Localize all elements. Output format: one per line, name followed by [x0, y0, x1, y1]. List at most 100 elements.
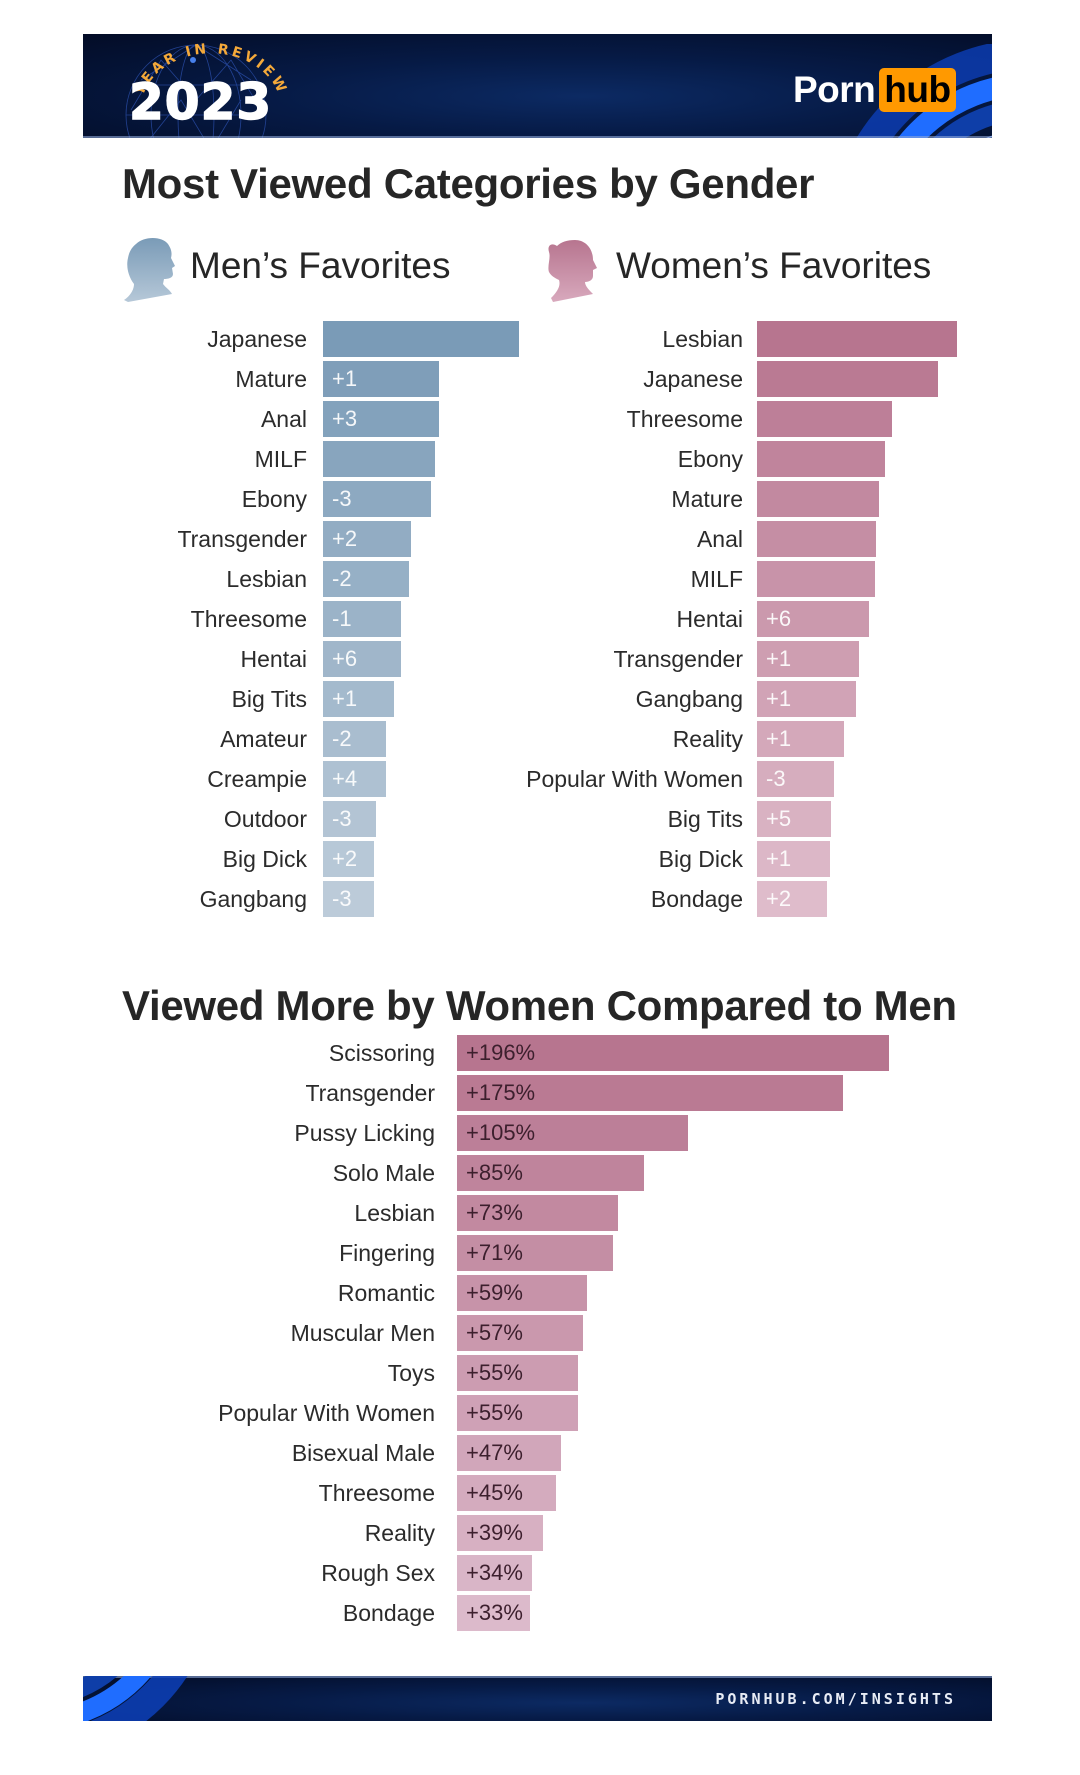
rank-change-badge: -3	[332, 806, 352, 831]
category-label: Rough Sex	[321, 1560, 435, 1586]
bar: -3	[757, 761, 834, 797]
category-label: Anal	[696, 526, 743, 552]
data-label: +59%	[466, 1280, 523, 1305]
category-label: Popular With Women	[526, 766, 743, 792]
year-label: 2023	[128, 72, 273, 132]
category-label: Big Tits	[667, 806, 743, 832]
category-label: Pussy Licking	[294, 1120, 435, 1146]
women-favorites-heading: Women’s Favorites	[616, 245, 932, 286]
category-label: Gangbang	[635, 686, 743, 712]
female-head-icon	[548, 240, 597, 302]
category-label: MILF	[690, 566, 743, 592]
category-label: Ebony	[241, 486, 307, 512]
logo-text-right: hub	[879, 68, 956, 112]
category-label: MILF	[254, 446, 307, 472]
bar: -2	[323, 721, 386, 757]
bar: +1	[323, 681, 394, 717]
section-title-women-vs-men: Viewed More by Women Compared to Men	[122, 982, 957, 1029]
category-label: Mature	[235, 366, 307, 392]
globe-icon	[125, 44, 267, 138]
bar	[757, 321, 957, 357]
year-in-review-arc: YEAR IN REVIEW	[131, 41, 287, 98]
bar: +33%	[457, 1595, 530, 1631]
bar: +34%	[457, 1555, 532, 1591]
category-label: Threesome	[190, 606, 307, 632]
category-label: Japanese	[207, 326, 307, 352]
insights-url[interactable]: PORNHUB.COM/INSIGHTS	[715, 1690, 956, 1708]
category-label: Ebony	[677, 446, 743, 472]
bar: -2	[323, 561, 409, 597]
bar: +6	[323, 641, 401, 677]
rank-change-badge: +1	[766, 646, 792, 671]
rank-change-badge: +6	[766, 606, 792, 631]
category-label: Big Tits	[231, 686, 307, 712]
rank-change-badge: +2	[766, 886, 792, 911]
rank-change-badge: -2	[332, 726, 352, 751]
category-label: Outdoor	[223, 806, 307, 832]
bar: +5	[757, 801, 831, 837]
category-label: Transgender	[613, 646, 743, 672]
bar: -1	[323, 601, 401, 637]
category-label: Big Dick	[658, 846, 743, 872]
bar: +57%	[457, 1315, 583, 1351]
bar: +2	[323, 841, 374, 877]
rank-change-badge: -3	[332, 886, 352, 911]
data-label: +196%	[466, 1040, 536, 1065]
bar: +175%	[457, 1075, 843, 1111]
category-label: Big Dick	[222, 846, 307, 872]
rank-change-badge: +1	[766, 846, 792, 871]
category-label: Romantic	[337, 1280, 435, 1306]
header-banner: YEAR IN REVIEW 2023 Porn hub	[83, 34, 992, 138]
bar: +55%	[457, 1395, 578, 1431]
bar	[757, 441, 885, 477]
bar: +1	[757, 641, 859, 677]
logo-text-left: Porn	[793, 69, 876, 110]
bar	[323, 321, 519, 357]
data-label: +85%	[466, 1160, 523, 1185]
bar: +1	[323, 361, 439, 397]
bar	[757, 481, 879, 517]
category-label: Bondage	[650, 886, 743, 912]
rank-change-badge: -1	[332, 606, 352, 631]
bar: +2	[323, 521, 411, 557]
bar	[323, 441, 435, 477]
bar: +3	[323, 401, 439, 437]
category-label: Reality	[672, 726, 743, 752]
category-label: Toys	[387, 1360, 435, 1386]
category-label: Lesbian	[226, 566, 307, 592]
bar	[757, 521, 876, 557]
data-label: +34%	[466, 1560, 523, 1585]
bar: -3	[323, 481, 431, 517]
data-label: +57%	[466, 1320, 523, 1345]
category-label: Bisexual Male	[291, 1440, 435, 1466]
rank-change-badge: +1	[766, 686, 792, 711]
rank-change-badge: +2	[332, 526, 358, 551]
bar: +47%	[457, 1435, 561, 1471]
bar: +73%	[457, 1195, 618, 1231]
data-label: +105%	[466, 1120, 536, 1145]
data-label: +47%	[466, 1440, 523, 1465]
category-label: Lesbian	[354, 1200, 435, 1226]
rank-change-badge: -3	[332, 486, 352, 511]
category-label: Solo Male	[332, 1160, 435, 1186]
category-label: Transgender	[305, 1080, 435, 1106]
bar: +45%	[457, 1475, 556, 1511]
bar: +1	[757, 681, 856, 717]
bar	[757, 361, 938, 397]
section-title-gender: Most Viewed Categories by Gender	[122, 160, 815, 207]
bar: +105%	[457, 1115, 688, 1151]
bar: +6	[757, 601, 869, 637]
data-label: +33%	[466, 1600, 523, 1625]
bar: +71%	[457, 1235, 613, 1271]
category-label: Creampie	[207, 766, 307, 792]
data-label: +71%	[466, 1240, 523, 1265]
category-label: Scissoring	[328, 1040, 435, 1066]
category-label: Anal	[260, 406, 307, 432]
category-label: Mature	[671, 486, 743, 512]
category-label: Muscular Men	[290, 1320, 435, 1346]
rank-change-badge: -3	[766, 766, 786, 791]
rank-change-badge: +1	[332, 366, 358, 391]
decorative-arcs	[83, 1676, 188, 1721]
bar	[757, 401, 892, 437]
category-label: Japanese	[643, 366, 743, 392]
